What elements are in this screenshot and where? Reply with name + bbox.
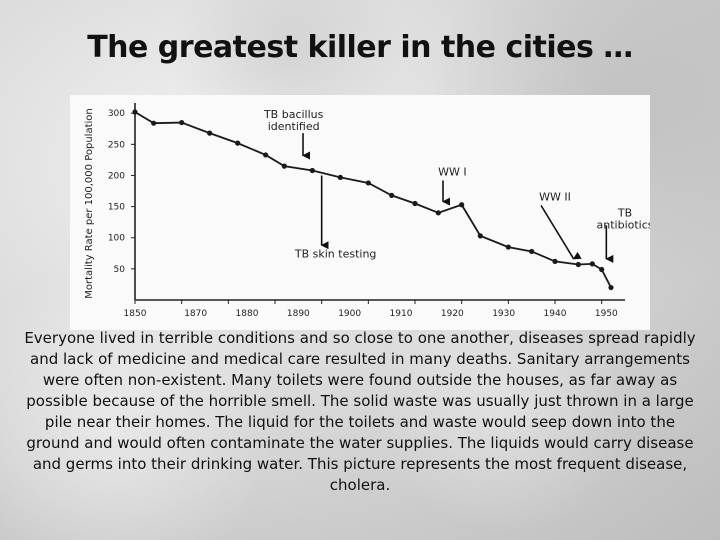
y-tick-label: 250 [108, 140, 125, 150]
annotation-label: TB [617, 207, 632, 220]
data-point [365, 180, 371, 186]
annotation-arrow [540, 204, 582, 260]
data-point [599, 266, 605, 273]
y-tick-label: 150 [108, 203, 125, 213]
data-point [263, 152, 269, 158]
data-point [132, 109, 138, 115]
x-tick-label: 1940 [544, 309, 567, 319]
mortality-series-line [134, 111, 612, 288]
y-tick-label: 100 [108, 234, 125, 244]
data-point [575, 261, 581, 268]
data-point [608, 284, 614, 291]
y-tick-label: 300 [108, 109, 125, 119]
data-point [235, 140, 241, 146]
x-tick-label: 1880 [236, 309, 259, 319]
x-tick-label: 1950 [595, 309, 618, 319]
data-point [589, 261, 595, 267]
x-tick-label: 1870 [184, 309, 207, 319]
x-tick-label: 1890 [287, 309, 310, 319]
data-point [389, 192, 395, 199]
annotation-label: TB skin testing [294, 248, 377, 261]
y-tick-label: 200 [108, 171, 125, 181]
data-point [505, 244, 511, 250]
data-point [412, 200, 418, 207]
data-point [179, 119, 185, 126]
data-point [207, 130, 213, 136]
data-point [435, 210, 441, 216]
x-tick-label: 1910 [390, 309, 413, 319]
data-point [281, 163, 287, 169]
data-point [552, 258, 558, 264]
annotation-label: identified [268, 120, 320, 133]
chart-panel: 50 100 150 200 250 300 1850 1870 1880 1890 1900 191… [70, 95, 650, 330]
data-point [337, 174, 343, 180]
annotation-label: antibiotics [597, 219, 651, 232]
x-tick-label: 1930 [492, 309, 515, 319]
data-point [151, 120, 157, 126]
x-tick-label: 1920 [441, 309, 464, 319]
x-tick-label: 1850 [124, 309, 147, 319]
data-point [309, 167, 315, 174]
data-point [529, 248, 535, 255]
data-point [477, 233, 483, 239]
data-point [459, 202, 465, 208]
body-paragraph: Everyone lived in terrible conditions an… [24, 329, 696, 494]
slide-title: The greatest killer in the cities … [87, 30, 633, 65]
annotation-label: WW II [539, 190, 571, 203]
y-tick-label: 50 [114, 265, 126, 275]
y-axis-label: Mortality Rate per 100,000 Population [84, 108, 95, 298]
annotation-label: TB bacillus [263, 108, 324, 121]
mortality-line-chart: 50 100 150 200 250 300 1850 1870 1880 1890 1900 191… [84, 103, 651, 319]
annotation-label: WW I [438, 165, 467, 178]
x-tick-label: 1900 [338, 309, 361, 319]
